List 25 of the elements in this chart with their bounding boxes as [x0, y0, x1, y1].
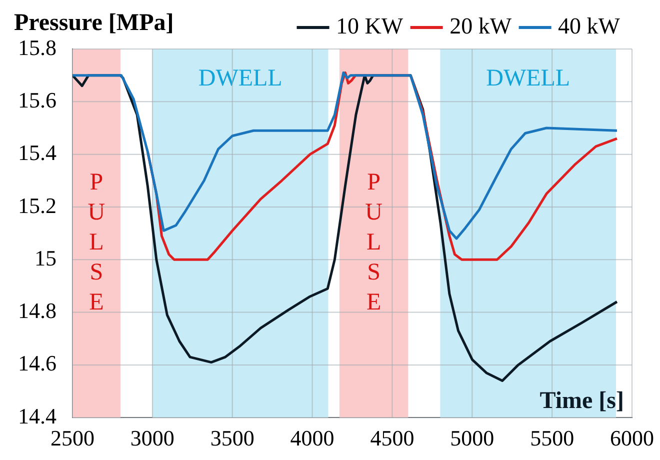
y-tick-label: 15.4	[18, 140, 56, 166]
band-label: PULSE	[365, 170, 383, 316]
y-tick-label: 14.6	[18, 350, 56, 376]
y-tick-label: 15	[34, 245, 56, 270]
legend-label: 10 KW	[336, 14, 404, 39]
y-tick-label: 14.4	[18, 403, 56, 428]
y-tick-label: 15.2	[18, 192, 56, 218]
x-tick-label: 3500	[210, 426, 254, 451]
y-axis-title: Pressure [MPa]	[14, 10, 174, 36]
x-axis-title: Time [s]	[540, 388, 624, 414]
legend-label: 40 kW	[558, 14, 620, 39]
y-tick-label: 15.6	[18, 87, 56, 112]
x-tick-label: 5500	[530, 426, 574, 451]
band-label: DWELL	[486, 65, 570, 92]
y-tick-label: 15.8	[18, 34, 56, 60]
legend-label: 20 kW	[450, 14, 512, 39]
x-tick-label: 6000	[610, 426, 654, 451]
band-label: DWELL	[198, 65, 282, 92]
band-label: PULSE	[88, 170, 106, 316]
x-tick-label: 3000	[130, 426, 174, 451]
x-tick-label: 2500	[50, 426, 94, 451]
y-tick-label: 14.8	[18, 298, 56, 324]
x-tick-label: 5000	[450, 426, 494, 451]
x-tick-label: 4000	[290, 426, 334, 451]
x-tick-label: 4500	[370, 426, 414, 451]
